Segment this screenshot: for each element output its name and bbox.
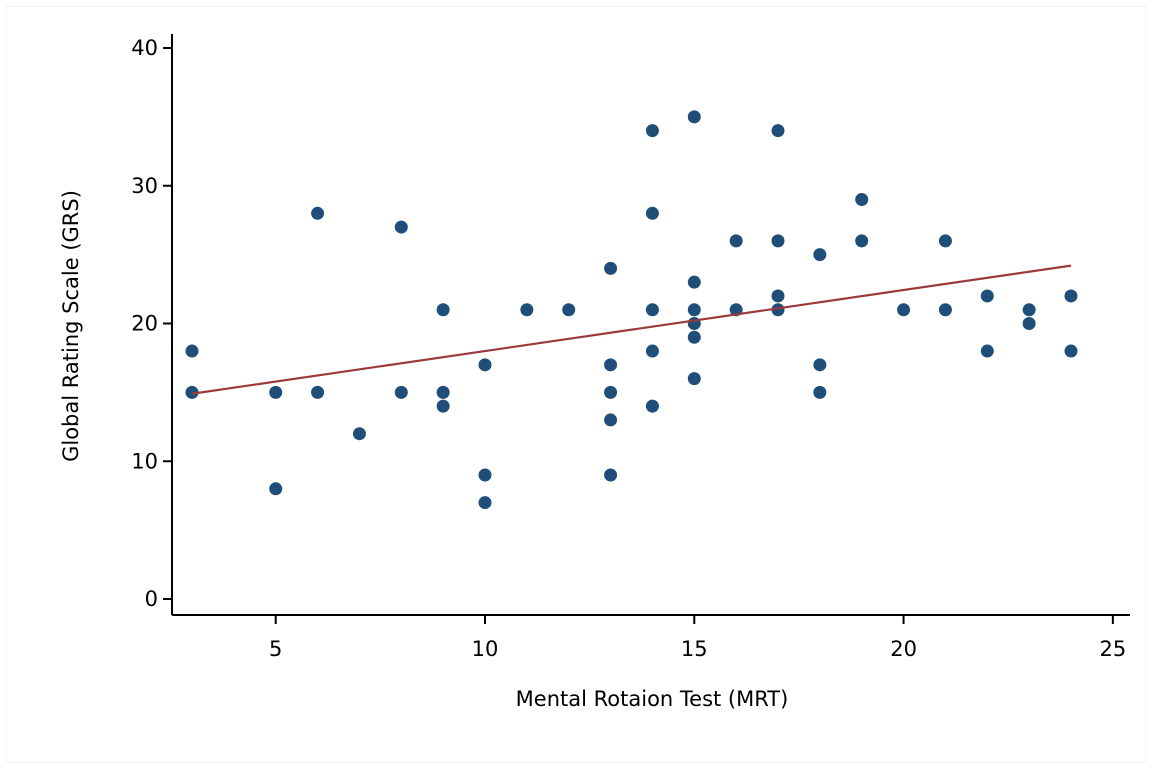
y-tick-label: 30 (131, 174, 158, 198)
x-tick-label: 15 (681, 637, 708, 661)
data-point (562, 303, 576, 317)
data-point (938, 303, 952, 317)
data-point (436, 399, 450, 413)
data-point (687, 372, 701, 386)
data-point (938, 234, 952, 248)
data-point (729, 234, 743, 248)
data-point (604, 413, 618, 427)
y-tick-label: 10 (131, 449, 158, 473)
data-point (352, 427, 366, 441)
data-point (269, 482, 283, 496)
x-tick-label: 20 (890, 637, 917, 661)
x-tick-label: 25 (1099, 637, 1126, 661)
data-point (185, 385, 199, 399)
data-point (897, 303, 911, 317)
x-axis-title: Mental Rotaion Test (MRT) (516, 687, 789, 711)
y-tick-label: 40 (131, 36, 158, 60)
data-point (687, 330, 701, 344)
data-point (645, 124, 659, 138)
data-point (269, 385, 283, 399)
data-point (645, 303, 659, 317)
data-points (185, 110, 1078, 510)
data-point (980, 289, 994, 303)
data-point (394, 220, 408, 234)
data-point (311, 385, 325, 399)
data-point (645, 344, 659, 358)
axes (171, 34, 1130, 616)
data-point (980, 344, 994, 358)
data-point (687, 110, 701, 124)
fit-line-group (191, 264, 1072, 395)
data-point (813, 248, 827, 262)
data-point (771, 234, 785, 248)
data-point (771, 289, 785, 303)
data-point (771, 124, 785, 138)
data-point (813, 385, 827, 399)
fit-line (191, 264, 1072, 395)
data-point (645, 399, 659, 413)
y-ticks: 0 10 20 30 40 (131, 36, 172, 611)
chart-frame (6, 6, 1146, 763)
data-point (185, 344, 199, 358)
data-point (855, 193, 869, 207)
data-point (478, 358, 492, 372)
x-ticks: 5 10 15 20 25 (269, 615, 1126, 661)
data-point (855, 234, 869, 248)
data-point (645, 206, 659, 220)
y-axis-title: Global Rating Scale (GRS) (59, 190, 83, 462)
data-point (604, 385, 618, 399)
y-tick-label: 20 (131, 312, 158, 336)
data-point (687, 275, 701, 289)
data-point (436, 385, 450, 399)
data-point (1064, 344, 1078, 358)
y-tick-label: 0 (145, 587, 158, 611)
data-point (771, 303, 785, 317)
data-point (687, 303, 701, 317)
data-point (604, 468, 618, 482)
x-tick-label: 10 (472, 637, 499, 661)
x-tick-label: 5 (269, 637, 282, 661)
data-point (394, 385, 408, 399)
data-point (604, 261, 618, 275)
data-point (1022, 317, 1036, 330)
data-point (604, 358, 618, 372)
data-point (311, 206, 325, 220)
data-point (478, 496, 492, 510)
data-point (520, 303, 534, 317)
data-point (1064, 289, 1078, 303)
data-point (436, 303, 450, 317)
data-point (813, 358, 827, 372)
data-point (478, 468, 492, 482)
data-point (1022, 303, 1036, 317)
